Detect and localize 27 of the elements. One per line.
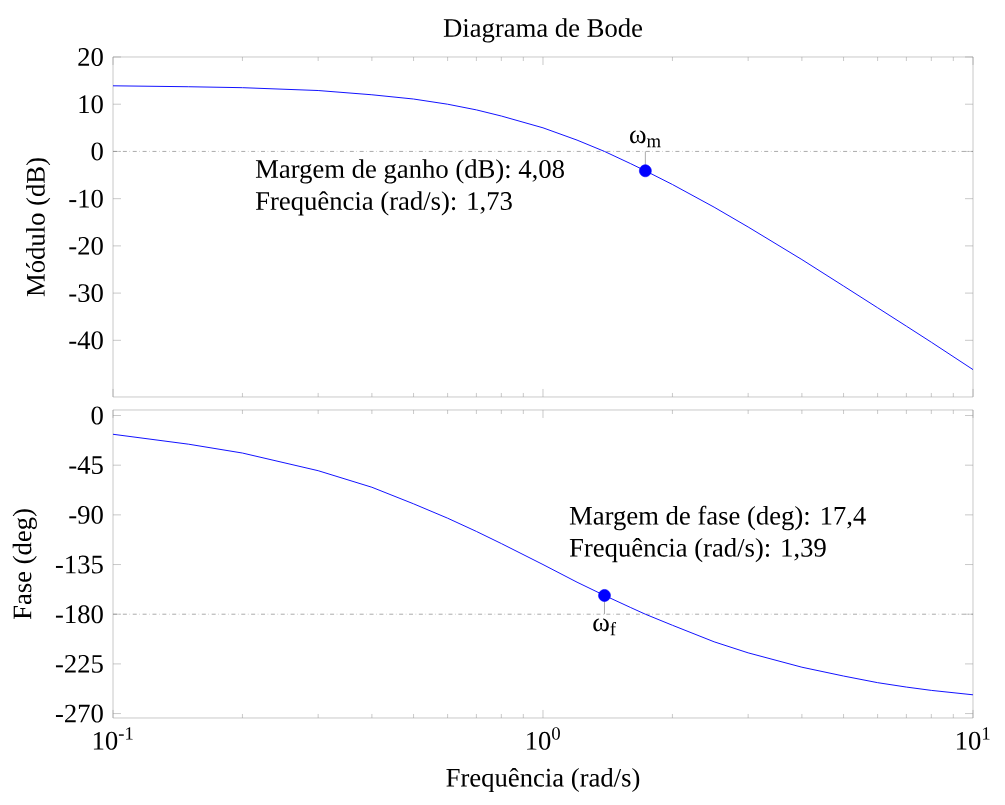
annotation: Margem de fase (deg): 17,4 [569,505,866,531]
y-tick-label: -270 [55,704,103,723]
y-axis-title: Módulo (dB) [26,158,51,297]
y-tick-label: -135 [55,555,103,574]
y-tick-label: -45 [69,456,103,475]
y-tick-label: -225 [55,654,103,673]
x-tick-label: 10$^{0}$ [527,727,560,750]
annotation: ω$_{m}$ [630,130,661,148]
y-tick-label: -10 [69,189,103,208]
annotation: Margem de ganho (dB): 4,08 [255,159,564,184]
x-tick-label: 10$^{1}$ [957,727,990,750]
y-axis-title: Fase (deg) [12,509,37,620]
y-tick-label: 10 [79,95,103,114]
y-tick-label: 20 [78,48,103,66]
y-tick-label: -90 [69,505,103,524]
y-tick-label: -30 [69,284,103,303]
annotation: ω$_{f}$ [593,618,617,636]
y-tick-label: 0 [91,142,103,161]
y-tick-label: -180 [55,605,103,624]
annotation: Frequência (rad/s): 1,73 [255,191,512,216]
x-tick-label: 10$^{-1}$ [93,727,133,750]
chart-title: Diagrama de Bode [443,18,643,43]
y-tick-label: -40 [69,331,103,350]
x-axis-title: Frequência (rad/s) [446,767,640,793]
y-tick-label: -20 [69,236,103,255]
y-tick-label: 0 [91,406,103,425]
annotation: Frequência (rad/s): 1,39 [569,537,826,563]
